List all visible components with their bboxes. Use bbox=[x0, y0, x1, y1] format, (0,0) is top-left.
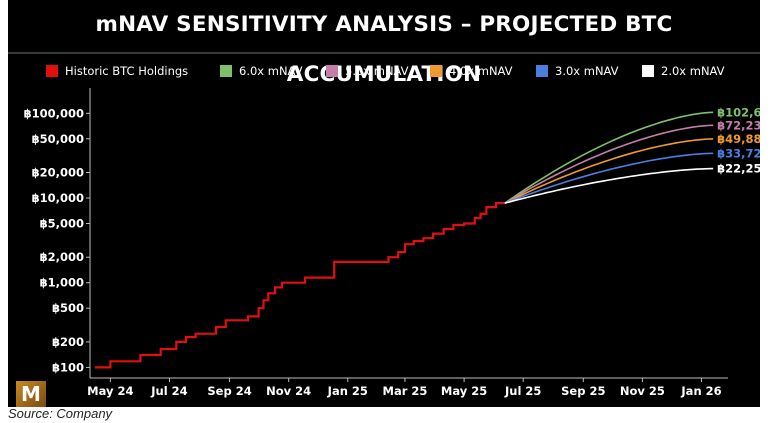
end-value-label: ฿72,233 bbox=[717, 118, 760, 132]
legend-label: 5.0x mNAV bbox=[345, 64, 409, 78]
series-line-projection bbox=[504, 111, 714, 204]
legend-label: 2.0x mNAV bbox=[661, 64, 725, 78]
source-note: Source: Company bbox=[8, 406, 113, 421]
series-line-historic bbox=[94, 202, 505, 369]
chart-svg: ฿100 ฿200 ฿500 ฿1,000 ฿2,000 ฿5,000 ฿10,000 ฿20… bbox=[24, 64, 760, 398]
y-tick-label: ฿50,000 bbox=[32, 132, 84, 146]
x-tick-label: Nov 25 bbox=[620, 384, 665, 398]
y-tick-label: ฿100,000 bbox=[24, 106, 84, 120]
x-tick-label: Nov 24 bbox=[266, 384, 311, 398]
legend-swatch bbox=[220, 65, 232, 77]
y-tick-label: ฿5,000 bbox=[40, 216, 84, 230]
y-tick-label: ฿200 bbox=[52, 335, 84, 349]
x-tick-label: Mar 25 bbox=[383, 384, 428, 398]
end-value-label: ฿49,887 bbox=[717, 132, 760, 146]
x-tick-label: Jul 24 bbox=[150, 384, 187, 398]
x-tick-label: May 24 bbox=[87, 384, 133, 398]
chart-title: mNAV SENSITIVITY ANALYSIS – PROJECTED BT… bbox=[8, 0, 760, 87]
y-tick-label: ฿2,000 bbox=[40, 250, 84, 264]
legend-label: 6.0x mNAV bbox=[239, 64, 303, 78]
series-line-projection bbox=[504, 124, 714, 204]
legend-label: 4.0x mNAV bbox=[449, 64, 513, 78]
x-tick-label: May 25 bbox=[441, 384, 487, 398]
end-value-label: ฿102,606 bbox=[717, 105, 760, 119]
series-line-projection bbox=[504, 152, 714, 204]
y-tick-label: ฿100 bbox=[52, 360, 84, 374]
legend-swatch bbox=[326, 65, 338, 77]
x-tick-label: Jul 25 bbox=[504, 384, 541, 398]
y-tick-label: ฿10,000 bbox=[32, 191, 84, 205]
legend-swatch bbox=[536, 65, 548, 77]
y-tick-label: ฿500 bbox=[52, 301, 84, 315]
y-tick-label: ฿20,000 bbox=[32, 165, 84, 179]
x-tick-label: Jan 26 bbox=[680, 384, 721, 398]
title-divider bbox=[8, 52, 760, 54]
x-tick-label: Jan 25 bbox=[327, 384, 368, 398]
end-value-label: ฿22,254 bbox=[717, 162, 760, 176]
legend-label: Historic BTC Holdings bbox=[65, 64, 188, 78]
legend-swatch bbox=[430, 65, 442, 77]
end-value-label: ฿33,724 bbox=[717, 146, 760, 160]
legend-swatch bbox=[46, 65, 58, 77]
y-tick-label: ฿1,000 bbox=[40, 276, 84, 290]
series-line-projection bbox=[504, 167, 714, 204]
chart-frame: mNAV SENSITIVITY ANALYSIS – PROJECTED BT… bbox=[8, 0, 760, 407]
company-logo: M bbox=[16, 381, 46, 407]
x-tick-label: Sep 25 bbox=[561, 384, 605, 398]
legend-swatch bbox=[642, 65, 654, 77]
series-line-projection bbox=[504, 138, 714, 204]
x-tick-label: Sep 24 bbox=[207, 384, 251, 398]
legend-label: 3.0x mNAV bbox=[555, 64, 619, 78]
